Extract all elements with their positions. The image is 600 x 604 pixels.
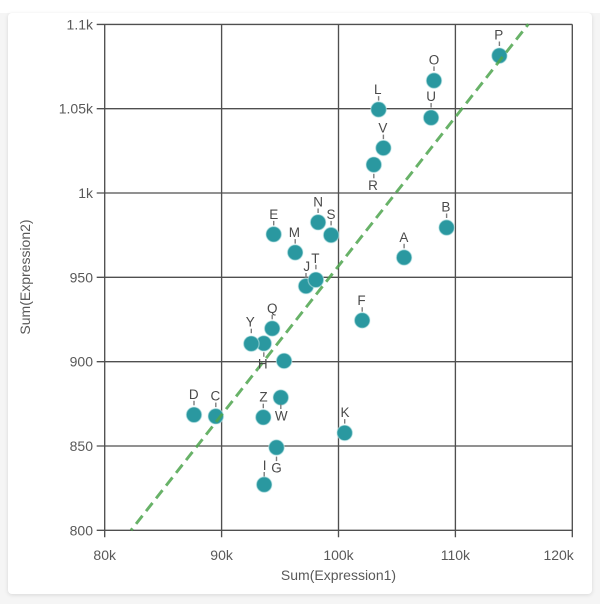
svg-text:800: 800 [70,522,94,538]
svg-text:120k: 120k [543,547,574,563]
svg-text:R: R [368,178,378,193]
svg-text:I: I [263,458,267,473]
svg-text:Sum(Expression1): Sum(Expression1) [281,567,396,583]
svg-text:N: N [313,195,323,210]
svg-text:Q: Q [267,301,278,316]
svg-text:Y: Y [246,315,255,330]
svg-text:90k: 90k [210,547,234,563]
svg-text:Sum(Expression2): Sum(Expression2) [17,219,33,334]
svg-text:A: A [399,230,408,245]
svg-text:100k: 100k [323,547,354,563]
svg-text:U: U [426,89,436,104]
svg-text:W: W [275,409,288,424]
svg-text:P: P [494,28,503,43]
svg-text:B: B [441,200,450,215]
svg-text:M: M [289,225,300,240]
svg-text:F: F [357,293,365,308]
svg-text:K: K [340,405,349,420]
svg-text:80k: 80k [93,547,117,563]
svg-text:S: S [326,207,335,222]
svg-text:C: C [211,389,221,404]
svg-text:110k: 110k [441,547,471,563]
svg-text:1.1k: 1.1k [67,16,94,32]
svg-text:G: G [271,461,282,476]
svg-text:Z: Z [259,390,267,405]
svg-text:850: 850 [70,438,94,454]
svg-text:1k: 1k [78,185,94,201]
svg-text:950: 950 [70,269,94,285]
svg-text:L: L [374,82,382,97]
svg-text:H: H [258,356,268,371]
svg-text:E: E [269,207,278,222]
svg-text:V: V [378,121,387,136]
svg-text:O: O [429,52,440,67]
svg-text:J: J [303,259,310,274]
svg-text:1.05k: 1.05k [59,101,94,117]
svg-text:D: D [189,387,199,402]
svg-text:900: 900 [70,354,94,370]
svg-text:T: T [311,251,319,266]
